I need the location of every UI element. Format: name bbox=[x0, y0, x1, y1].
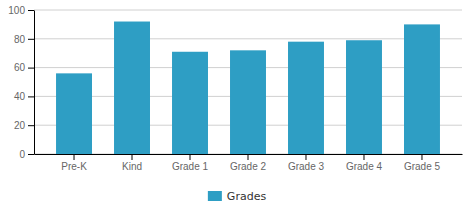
x-tick-label: Grade 1 bbox=[172, 161, 209, 172]
legend: Grades bbox=[208, 190, 267, 203]
legend-swatch bbox=[208, 191, 222, 201]
x-tick-label: Grade 2 bbox=[230, 161, 267, 172]
x-tick-mark bbox=[132, 154, 133, 160]
bar bbox=[172, 52, 208, 154]
chart-svg: 0 20 40 60 80 100 Pre-K Kind Grade 1 Grade 2 Grade… bbox=[0, 0, 474, 208]
x-tick: Grade 4 bbox=[346, 154, 383, 172]
grid bbox=[34, 10, 462, 154]
grid-line bbox=[34, 38, 462, 39]
x-tick: Pre-K bbox=[61, 154, 87, 172]
y-tick: 20 bbox=[14, 120, 34, 131]
plot: 0 20 40 60 80 100 Pre-K Kind Grade 1 Grade 2 Grade… bbox=[8, 5, 462, 172]
x-tick: Grade 5 bbox=[404, 154, 441, 172]
y-tick: 40 bbox=[14, 91, 34, 102]
chart-container: 0 20 40 60 80 100 Pre-K Kind Grade 1 Grade 2 Grade… bbox=[0, 0, 474, 208]
y-tick-label: 20 bbox=[14, 120, 26, 131]
x-tick-label: Grade 4 bbox=[346, 161, 383, 172]
y-tick: 60 bbox=[14, 62, 34, 73]
y-tick-mark bbox=[28, 125, 34, 126]
x-axis: Pre-K Kind Grade 1 Grade 2 Grade 3 Grade 4 Gra… bbox=[35, 154, 463, 172]
y-axis-line bbox=[34, 11, 35, 155]
marks bbox=[56, 22, 440, 154]
x-tick: Grade 2 bbox=[230, 154, 267, 172]
y-tick-mark bbox=[28, 154, 34, 155]
grid-line bbox=[34, 10, 462, 11]
x-tick-mark bbox=[305, 154, 306, 160]
y-tick: 80 bbox=[14, 34, 34, 45]
x-tick-mark bbox=[74, 154, 75, 160]
legend-label: Grades bbox=[227, 190, 267, 203]
y-tick-mark bbox=[28, 10, 34, 11]
bar-series bbox=[56, 22, 440, 154]
bar bbox=[56, 73, 92, 154]
bar bbox=[114, 22, 150, 154]
y-axis: 0 20 40 60 80 100 bbox=[8, 5, 34, 160]
x-tick: Grade 1 bbox=[172, 154, 209, 172]
legend-item: Grades bbox=[208, 190, 267, 203]
y-tick-label: 80 bbox=[14, 34, 26, 45]
x-tick: Grade 3 bbox=[288, 154, 325, 172]
x-tick-label: Pre-K bbox=[61, 161, 87, 172]
x-tick-mark bbox=[248, 154, 249, 160]
y-tick-label: 60 bbox=[14, 62, 26, 73]
y-tick-mark bbox=[28, 96, 34, 97]
x-tick: Kind bbox=[122, 154, 142, 172]
y-tick-label: 0 bbox=[19, 149, 25, 160]
y-tick-mark bbox=[28, 68, 34, 69]
x-tick-mark bbox=[363, 154, 364, 160]
bar bbox=[288, 42, 324, 154]
y-tick-label: 100 bbox=[8, 5, 25, 16]
x-tick-mark bbox=[190, 154, 191, 160]
y-tick-label: 40 bbox=[14, 91, 26, 102]
y-tick-mark bbox=[28, 39, 34, 40]
x-tick-mark bbox=[421, 154, 422, 160]
x-tick-label: Grade 5 bbox=[404, 161, 441, 172]
bar bbox=[230, 50, 266, 154]
x-tick-label: Kind bbox=[122, 161, 142, 172]
bar bbox=[404, 24, 440, 154]
y-tick: 0 bbox=[19, 149, 34, 160]
x-tick-label: Grade 3 bbox=[288, 161, 325, 172]
bar bbox=[346, 40, 382, 154]
y-tick: 100 bbox=[8, 5, 34, 16]
